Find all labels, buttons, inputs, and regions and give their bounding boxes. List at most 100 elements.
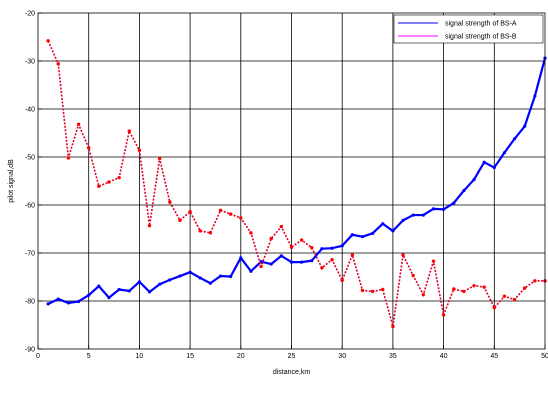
data-point <box>452 287 456 291</box>
data-point <box>188 270 192 274</box>
y-tick-label: -60 <box>25 203 35 210</box>
grid-lines <box>37 12 546 350</box>
x-tick-label: 5 <box>87 353 91 360</box>
data-point <box>320 266 324 270</box>
x-tick-label: 25 <box>288 353 296 360</box>
data-point <box>239 216 243 220</box>
data-point <box>178 274 182 278</box>
data-point <box>360 288 365 293</box>
legend-box <box>393 14 544 44</box>
data-point <box>168 200 172 204</box>
x-tick-label: 10 <box>136 353 144 360</box>
x-tick-label: 35 <box>389 353 397 360</box>
legend-label-series-b: signal strength of BS-B <box>445 34 517 41</box>
data-point <box>381 287 385 292</box>
data-point <box>137 280 141 284</box>
data-point <box>147 223 152 228</box>
data-point <box>482 160 486 164</box>
data-point <box>401 253 405 257</box>
data-point <box>56 297 60 301</box>
x-tick-label: 45 <box>490 353 498 360</box>
data-point <box>381 222 385 226</box>
data-point <box>472 177 476 182</box>
data-point <box>66 156 71 160</box>
data-point <box>391 229 395 233</box>
data-point <box>198 229 202 233</box>
y-axis-title: pilot signal,dB <box>8 159 15 203</box>
data-point <box>289 260 294 264</box>
data-point <box>66 301 71 305</box>
data-point <box>46 39 50 43</box>
data-point <box>533 94 537 98</box>
series-line <box>47 40 545 328</box>
data-point <box>492 165 496 170</box>
data-point <box>462 289 466 294</box>
data-point <box>76 299 81 304</box>
data-point <box>137 148 142 152</box>
data-point <box>218 274 223 278</box>
data-point <box>178 218 182 223</box>
data-point <box>512 137 517 141</box>
data-point <box>168 278 172 282</box>
data-point <box>391 324 395 329</box>
data-point <box>502 151 507 155</box>
data-point <box>56 62 60 66</box>
data-point <box>97 184 101 188</box>
data-point <box>127 129 131 133</box>
data-point <box>117 287 121 292</box>
data-point <box>360 235 365 239</box>
data-point <box>340 278 344 283</box>
y-tick-label: -30 <box>25 59 35 66</box>
data-point <box>300 260 304 264</box>
data-point <box>279 254 283 258</box>
data-point <box>310 259 314 263</box>
data-point <box>370 289 375 294</box>
data-point <box>299 238 304 242</box>
data-point <box>411 273 415 278</box>
x-tick-label: 50 <box>541 353 548 360</box>
x-tick-label: 30 <box>338 353 346 360</box>
x-tick-label: 20 <box>237 353 245 360</box>
data-point <box>330 246 334 250</box>
data-point <box>340 244 344 248</box>
data-point <box>431 259 436 263</box>
data-point <box>289 245 294 249</box>
data-point <box>431 207 436 211</box>
data-point <box>46 302 50 306</box>
data-point <box>330 258 334 262</box>
data-point <box>117 175 121 180</box>
data-point <box>512 297 517 302</box>
data-point <box>229 274 233 279</box>
x-axis-title: distance,km <box>273 369 311 376</box>
data-point <box>259 264 263 269</box>
data-point <box>158 282 162 286</box>
data-point <box>208 231 213 235</box>
data-point <box>462 189 466 193</box>
data-point <box>523 124 527 128</box>
data-point <box>87 293 91 297</box>
series-bs-b <box>46 39 547 329</box>
data-point <box>421 213 425 217</box>
y-tick-label: -50 <box>25 155 35 162</box>
x-tick-label: 0 <box>36 353 40 360</box>
data-point <box>502 294 507 298</box>
data-point <box>188 210 192 214</box>
data-point <box>249 269 253 273</box>
data-point <box>127 289 131 293</box>
data-point <box>492 306 496 310</box>
plot-area-frame <box>37 12 546 350</box>
data-point <box>76 122 81 127</box>
data-point <box>249 231 253 235</box>
y-tick-label: -40 <box>25 107 35 114</box>
series-layer <box>46 39 547 329</box>
data-point <box>147 290 152 294</box>
data-point <box>107 296 111 300</box>
data-point <box>350 253 355 257</box>
data-point <box>157 156 162 161</box>
data-point <box>421 293 426 297</box>
tick-labels: 0 5 10 15 20 25 30 35 40 45 50 -90 -80 -70 -60 -50 -40 -3… <box>25 11 548 361</box>
y-tick-label: -80 <box>25 299 35 306</box>
x-tick-label: 15 <box>186 353 194 360</box>
data-point <box>228 212 233 216</box>
